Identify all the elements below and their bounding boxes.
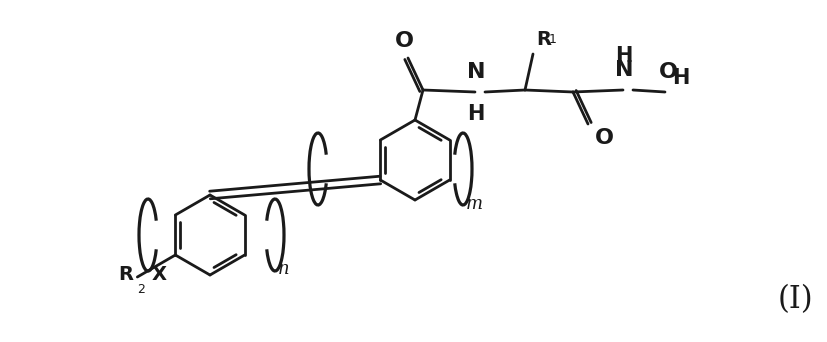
Text: 1: 1 bbox=[548, 33, 557, 46]
Text: X: X bbox=[151, 265, 166, 285]
Text: O: O bbox=[594, 128, 613, 148]
Text: H: H bbox=[672, 68, 689, 88]
Text: R: R bbox=[535, 30, 550, 49]
Text: N: N bbox=[466, 62, 485, 82]
Text: H: H bbox=[466, 104, 484, 124]
Text: H: H bbox=[614, 46, 632, 66]
Text: (I): (I) bbox=[777, 285, 812, 316]
Text: R: R bbox=[118, 265, 133, 285]
Text: O: O bbox=[657, 62, 676, 82]
Text: m: m bbox=[466, 195, 482, 213]
Text: 2: 2 bbox=[137, 283, 145, 296]
Text: N: N bbox=[614, 60, 633, 80]
Text: n: n bbox=[278, 260, 289, 278]
Text: O: O bbox=[394, 31, 413, 51]
